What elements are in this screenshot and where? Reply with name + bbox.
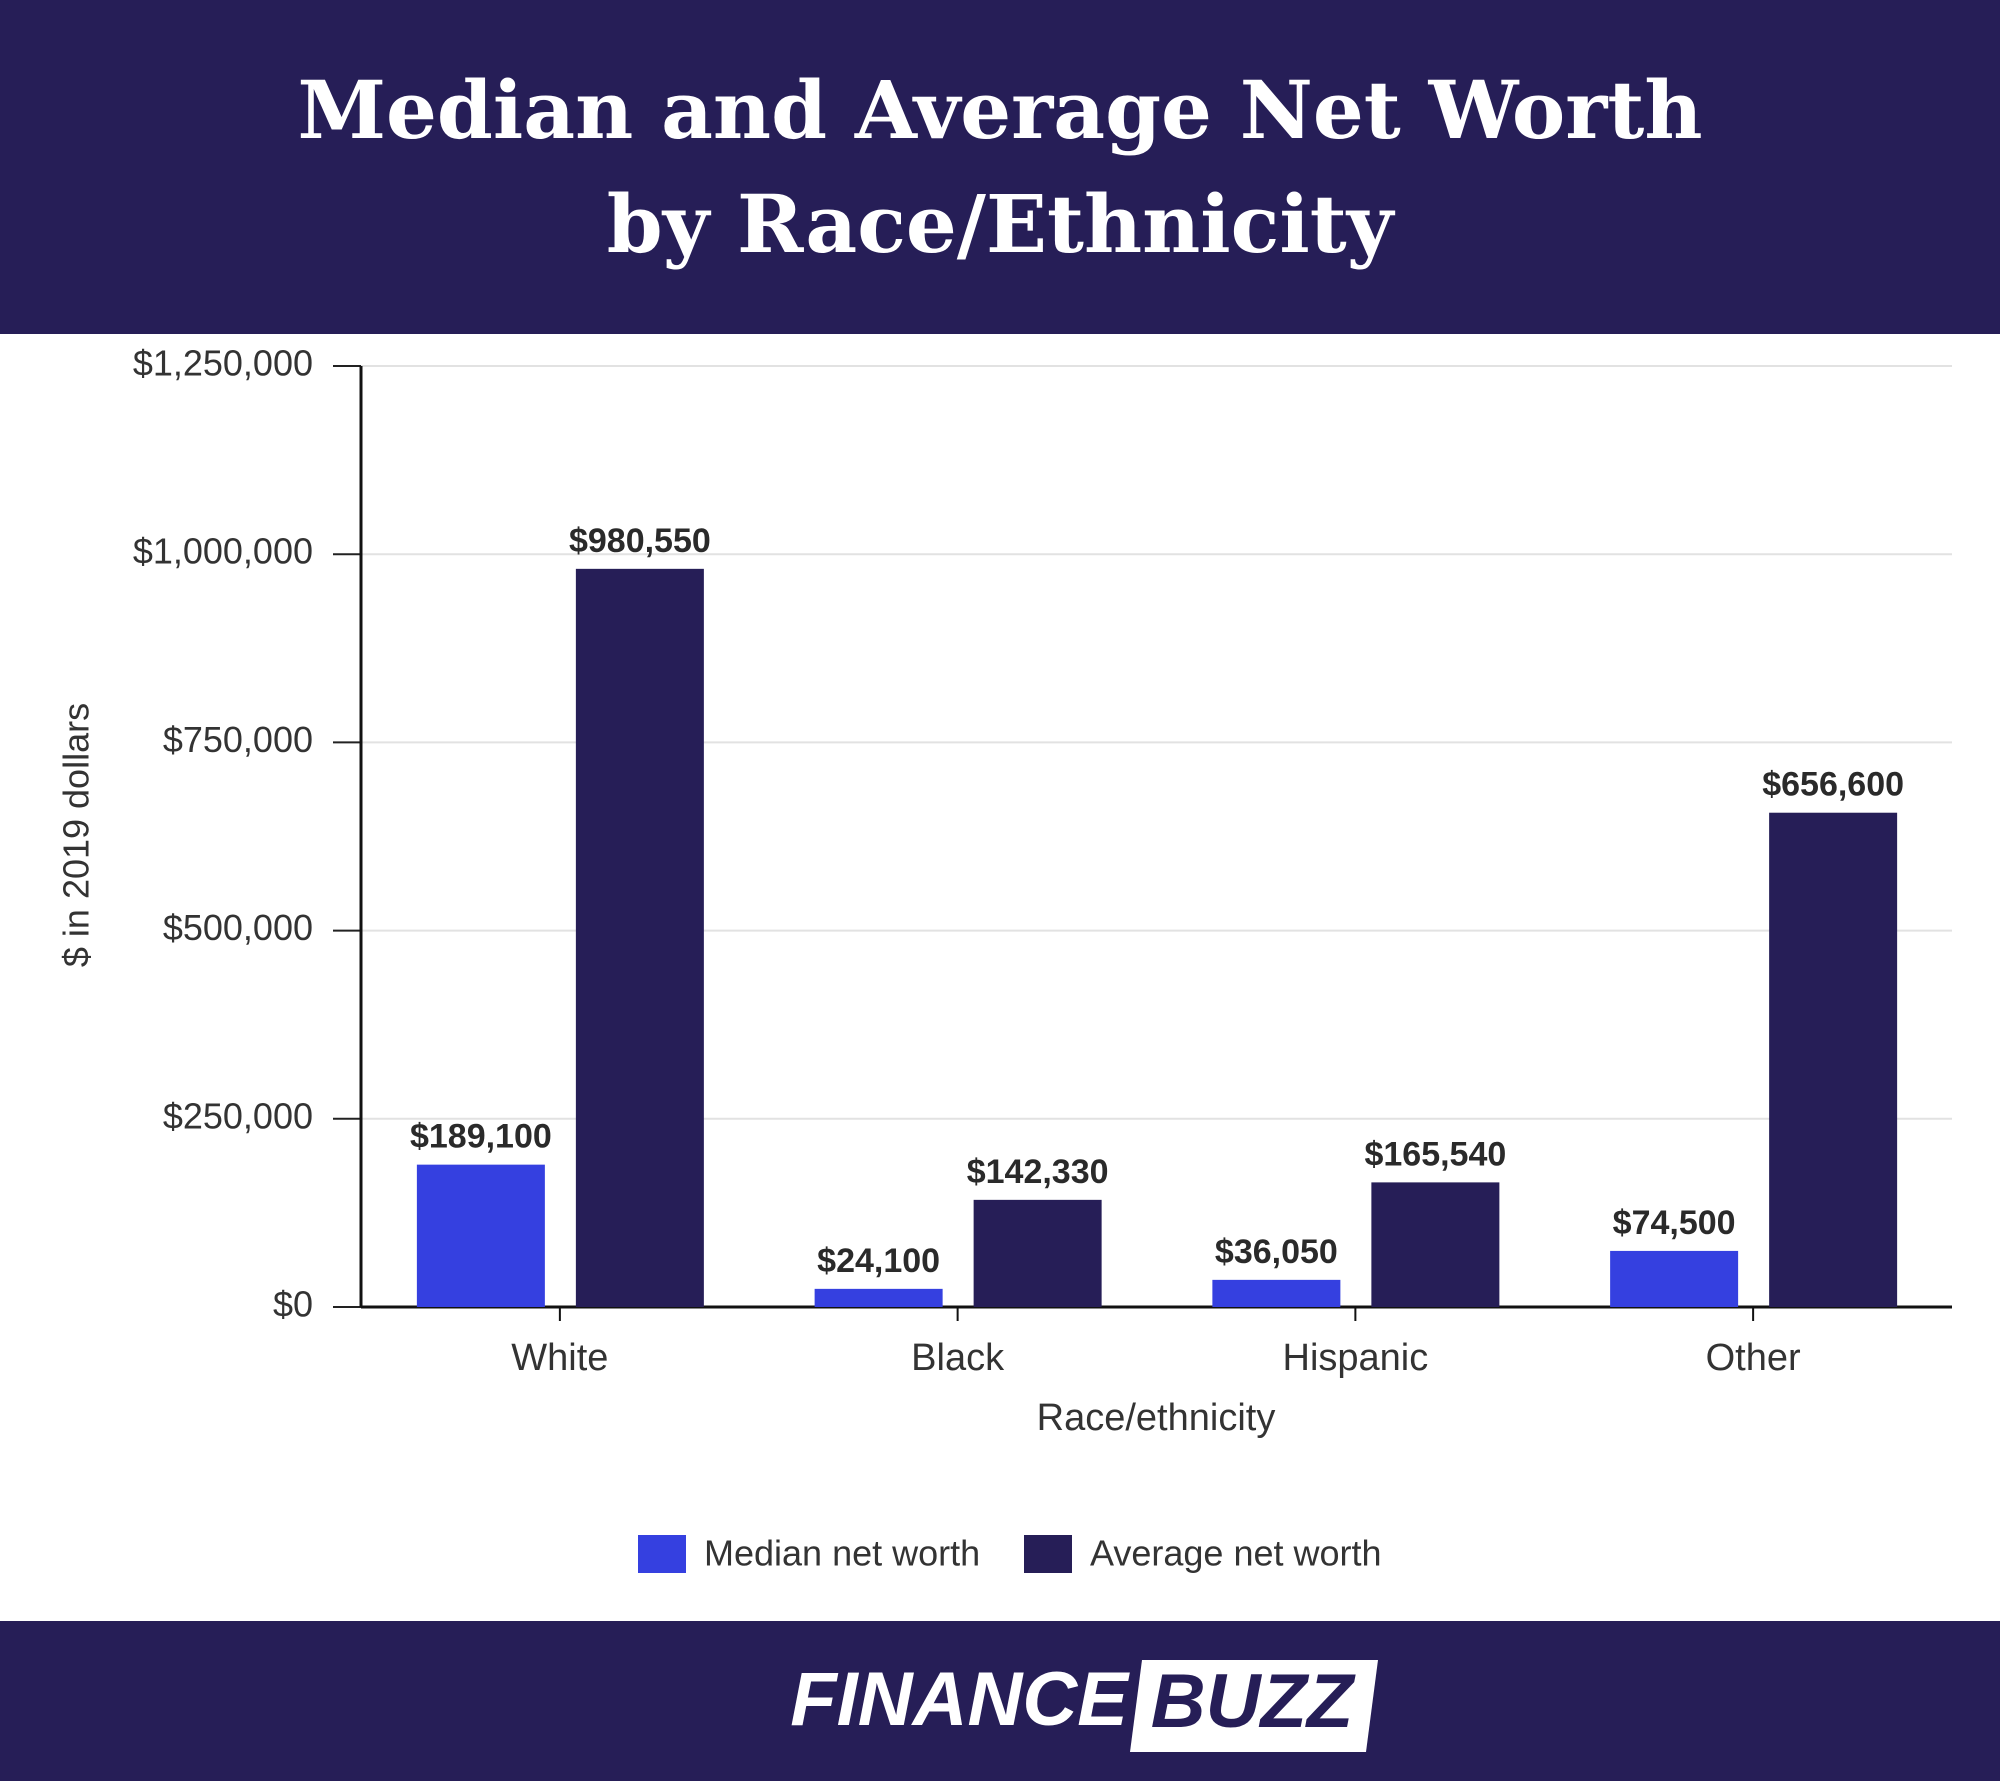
value-label: $36,050 (1215, 1233, 1338, 1271)
x-tick-label: White (511, 1337, 608, 1379)
y-tick-label: $250,000 (163, 1095, 313, 1136)
bar (1212, 1279, 1341, 1307)
value-label: $980,550 (569, 522, 711, 560)
legend-label: Average net worth (1090, 1533, 1382, 1574)
legend-swatch (1024, 1535, 1072, 1573)
x-tick-label: Other (1706, 1337, 1801, 1379)
y-tick-label: $500,000 (163, 907, 313, 948)
logo-right: BUZZ (1151, 1659, 1356, 1744)
value-label: $165,540 (1364, 1135, 1506, 1173)
bar (1610, 1250, 1739, 1307)
legend-swatch (638, 1535, 686, 1573)
bar (1769, 812, 1898, 1307)
y-axis-title: $ in 2019 dollars (56, 703, 97, 967)
y-tick-label: $0 (273, 1284, 313, 1325)
bar (575, 568, 704, 1307)
bar (416, 1164, 545, 1307)
chart-title: Median and Average Net Worth by Race/Eth… (0, 0, 2000, 334)
footer (0, 1621, 2000, 1781)
logo-box (1130, 1660, 1378, 1752)
value-label: $656,600 (1762, 766, 1904, 804)
x-axis-title: Race/ethnicity (1037, 1397, 1276, 1439)
bar (814, 1288, 943, 1307)
bar (1371, 1182, 1500, 1307)
value-label: $24,100 (817, 1242, 940, 1280)
y-tick-label: $1,000,000 (133, 531, 313, 572)
y-tick-label: $750,000 (163, 719, 313, 760)
legend-label: Median net worth (704, 1533, 980, 1574)
bar (973, 1199, 1102, 1307)
value-label: $74,500 (1613, 1204, 1736, 1242)
value-label: $142,330 (967, 1153, 1109, 1191)
x-tick-label: Hispanic (1283, 1337, 1429, 1379)
y-tick-label: $1,250,000 (133, 343, 313, 384)
value-label: $189,100 (410, 1118, 552, 1156)
logo-left: FINANCE (790, 1657, 1130, 1742)
x-tick-label: Black (911, 1337, 1005, 1379)
